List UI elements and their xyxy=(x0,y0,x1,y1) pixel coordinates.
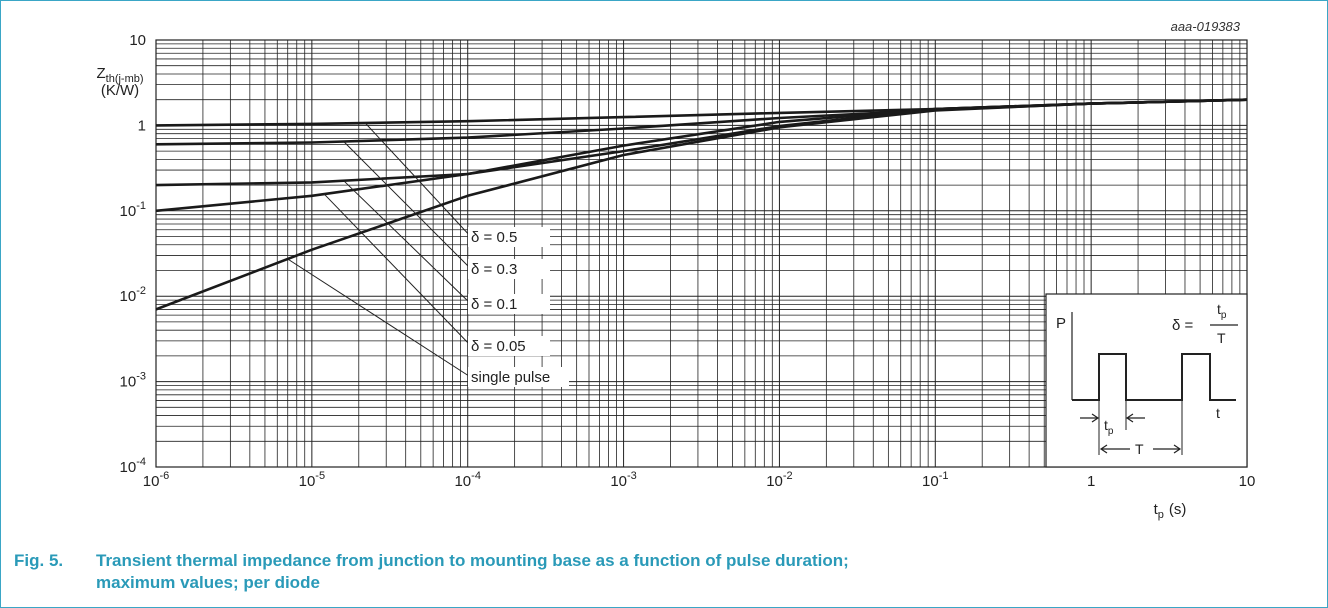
x-tick-label: 10-5 xyxy=(299,470,325,490)
x-tick-label: 10-2 xyxy=(766,470,792,490)
inset-period-label: T xyxy=(1135,441,1144,457)
inset-period-arrow-right xyxy=(1153,444,1182,454)
plot-border xyxy=(155,39,1248,468)
inset-tp-label: tp xyxy=(1104,417,1114,437)
label-leaders: δ = 0.5 δ = 0.3 δ = 0.1 δ = 0.05 single puls… xyxy=(287,122,569,387)
inset-tp-arrow-right xyxy=(1125,413,1145,423)
inset-p-label: P xyxy=(1056,315,1066,332)
figure-number: Fig. 5. xyxy=(14,551,64,570)
series-label: δ = 0.3 xyxy=(471,261,517,278)
series-label-bg xyxy=(468,367,569,387)
label-leader-line xyxy=(343,141,473,271)
tick-labels: 10-6 10-5 10-4 10-3 10-2 10-1 1 10 10 1 10-1 10-2 10… xyxy=(120,32,1256,490)
series-label: δ = 0.5 xyxy=(471,229,517,246)
inset-delta-lhs: δ = xyxy=(1172,317,1194,334)
figure-caption: Fig. 5. Transient thermal impedance from … xyxy=(14,550,849,594)
caption-line-1: Transient thermal impedance from junctio… xyxy=(96,551,849,570)
x-axis-label-main: t xyxy=(1154,501,1159,518)
y-tick-label: 10-2 xyxy=(120,285,146,305)
series-label-bg xyxy=(468,227,550,247)
y-tick-label: 10-3 xyxy=(120,371,146,391)
x-tick-label: 10-4 xyxy=(454,470,480,490)
y-tick-label: 1 xyxy=(138,117,146,134)
label-leader-line xyxy=(364,122,473,239)
series-label-bg xyxy=(468,259,550,279)
inset-t-label: t xyxy=(1216,405,1220,421)
inset-frac-num: tp xyxy=(1217,301,1227,321)
y-axis-label-sub: th(j-mb) xyxy=(106,73,144,85)
curve-single-pulse xyxy=(155,98,1248,311)
y-tick-label: 10-1 xyxy=(120,200,146,220)
figure-id: aaa-019383 xyxy=(1171,19,1241,34)
series-label-bg xyxy=(468,294,550,314)
label-leader-line xyxy=(287,258,473,379)
x-tick-label: 10 xyxy=(1239,473,1256,490)
y-axis-unit: (K/W) xyxy=(101,82,139,99)
y-tick-label: 10-4 xyxy=(120,456,146,476)
x-tick-label: 10-1 xyxy=(922,470,948,490)
curve--0-05 xyxy=(155,98,1248,213)
x-axis-label: tp (s) xyxy=(1154,501,1187,521)
inset-box xyxy=(1045,293,1248,468)
inset-frac-num-sub: p xyxy=(1221,310,1227,321)
curves xyxy=(155,98,1248,311)
inset-tp-sub: p xyxy=(1108,426,1114,437)
series-label: δ = 0.05 xyxy=(471,338,526,355)
label-leader-line xyxy=(323,193,473,348)
y-axis-label-main: Z xyxy=(96,65,105,82)
inset-frac-num-main: t xyxy=(1217,301,1221,317)
x-tick-label: 10-6 xyxy=(143,470,169,490)
y-tick-label: 10 xyxy=(129,32,146,49)
inset-frac-den: T xyxy=(1217,330,1226,346)
inset-period-arrow-left xyxy=(1099,444,1130,454)
y-axis-label: Zth(j-mb) xyxy=(96,65,143,85)
x-tick-label: 1 xyxy=(1087,473,1095,490)
grid xyxy=(155,40,1247,468)
pulse-inset: P δ = tp T t tp T xyxy=(1045,293,1248,468)
inset-tp-main: t xyxy=(1104,417,1108,433)
label-leader-line xyxy=(343,180,473,306)
series-label: single pulse xyxy=(471,369,550,386)
x-axis-label-sub: p xyxy=(1158,509,1164,521)
inset-tp-arrow-left xyxy=(1080,413,1100,423)
x-axis-label-unit: (s) xyxy=(1169,501,1187,518)
series-label-bg xyxy=(468,336,550,356)
series-label: δ = 0.1 xyxy=(471,296,517,313)
caption-line-2: maximum values; per diode xyxy=(96,573,320,592)
x-tick-label: 10-3 xyxy=(610,470,636,490)
inset-pulse-train xyxy=(1072,353,1236,401)
